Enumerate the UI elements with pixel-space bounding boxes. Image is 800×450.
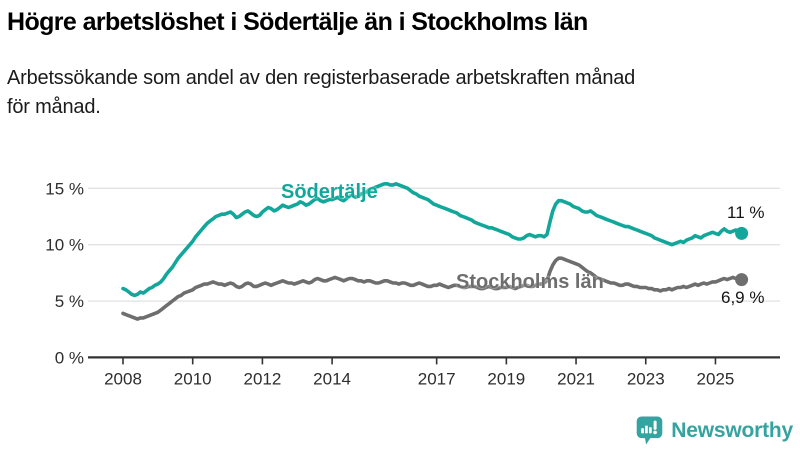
x-tick-label: 2014 — [313, 369, 351, 388]
series-end-dot-1 — [735, 273, 749, 287]
series-line-0 — [121, 182, 744, 298]
x-tick-label: 2021 — [557, 369, 595, 388]
logo-exclamation-bar — [653, 420, 657, 430]
brand-name: Newsworthy — [671, 418, 793, 442]
x-tick-label: 2012 — [243, 369, 281, 388]
chart-title: Högre arbetslöshet i Södertälje än i Sto… — [7, 8, 588, 36]
x-tick-label: 2019 — [487, 369, 525, 388]
newsworthy-logo-icon — [636, 416, 663, 445]
logo-bar-1 — [641, 428, 645, 434]
series-end-dot-0 — [735, 226, 749, 240]
series-label-stockholms-lan: Stockholms län — [456, 271, 604, 293]
x-tick-label: 2017 — [418, 369, 456, 388]
subtitle-line-1: Arbetssökande som andel av den registerb… — [7, 67, 636, 89]
x-tick-label: 2025 — [697, 369, 735, 388]
y-tick-label: 10 % — [45, 236, 84, 255]
subtitle-line-2: för månad. — [7, 96, 101, 118]
x-tick-label: 2010 — [174, 369, 212, 388]
logo-exclamation-dot — [653, 430, 658, 435]
x-tick-label: 2008 — [104, 369, 142, 388]
logo-bar-3 — [649, 427, 652, 434]
chart-subtitle: Arbetssökande som andel av den registerb… — [7, 64, 635, 122]
y-tick-label: 15 % — [45, 179, 84, 198]
series-line-1 — [121, 256, 744, 321]
y-tick-label: 5 % — [55, 292, 84, 311]
end-value-label-stockholms-lan: 6,9 % — [721, 288, 765, 307]
brand-footer: Newsworthy — [636, 416, 793, 445]
x-tick-label: 2023 — [627, 369, 665, 388]
logo-bar-2 — [645, 425, 649, 434]
series-label-sodertalje: Södertälje — [281, 181, 378, 203]
end-value-label-sodertalje: 11 % — [727, 203, 765, 222]
y-tick-label: 0 % — [55, 348, 84, 367]
